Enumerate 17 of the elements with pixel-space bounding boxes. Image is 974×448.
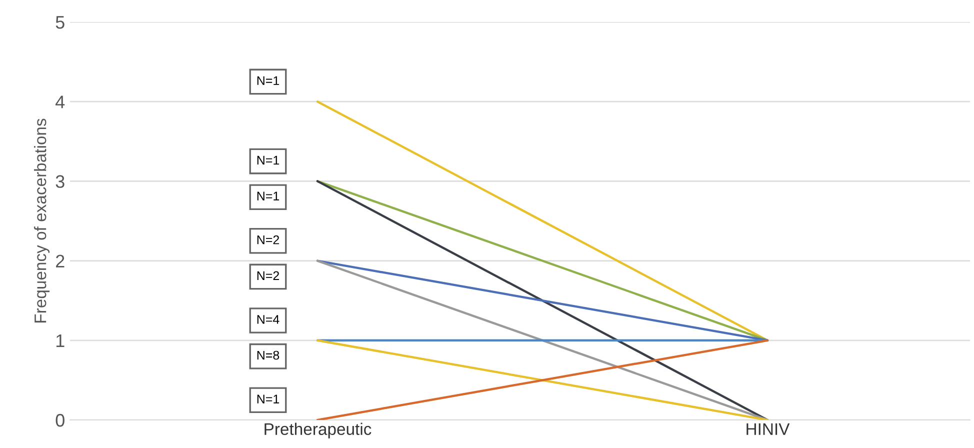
annotation: N=1 [257, 76, 280, 85]
x-tick-label: Pretherapeutic [264, 422, 372, 438]
annotation: N=1 [257, 156, 280, 165]
y-axis-title: Frequency of exacerbations [34, 118, 50, 322]
y-tick-label: 0 [56, 414, 64, 427]
annotation: N=4 [257, 315, 280, 324]
x-tick-label: HINIV [746, 423, 790, 435]
y-tick-label: 3 [56, 175, 64, 188]
annotation: N=2 [257, 235, 280, 244]
annotation: N=2 [257, 271, 280, 280]
y-tick-label: 2 [56, 254, 64, 268]
y-tick-label: 4 [56, 96, 65, 108]
y-tick-label: 1 [56, 334, 64, 347]
annotation: N=1 [257, 192, 280, 200]
annotation: N=1 [257, 394, 280, 404]
y-tick-label: 5 [56, 16, 64, 29]
annotation: N=8 [257, 350, 280, 360]
